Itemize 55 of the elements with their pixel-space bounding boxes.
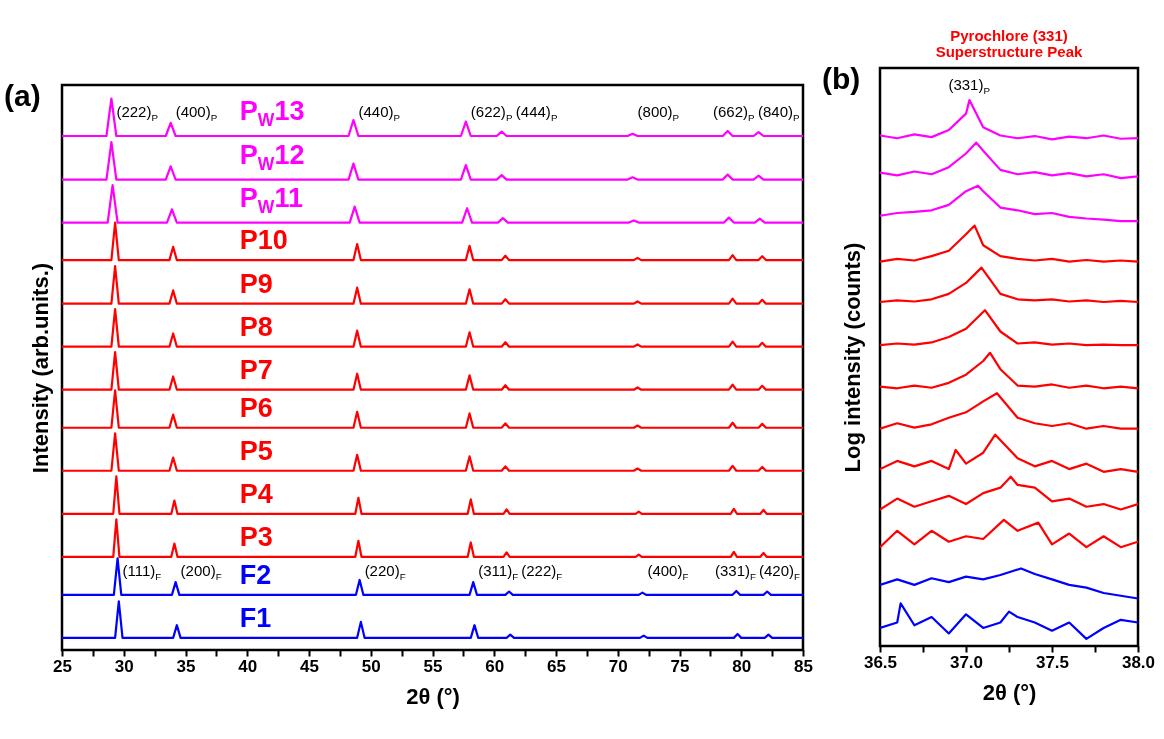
x-tick-label: 85 [794,656,813,676]
annotation: (400)$_{F}$ [647,561,689,583]
chart-subtitle: Superstructure Peak [935,43,1084,60]
annotation: (840)$_{P}$ [758,103,800,124]
series-label: P9 [239,268,273,299]
annotation: (400)$_{P}$ [175,103,218,124]
annotation: (440)$_{P}$ [358,103,400,124]
series-label: F2 [239,559,272,590]
x-tick-label: 70 [608,656,628,676]
x-tick-label: 45 [300,656,319,676]
annotation: (222)$_{P}$ [116,103,158,124]
series-label: P3 [239,521,273,552]
x-tick-label: 25 [53,656,72,676]
series-label: P6 [239,392,273,423]
x-tick-label: 37.0 [949,652,984,672]
annotation: (331)$_{P}$ [948,76,990,97]
text: (b) [822,62,861,95]
series-label: P$_{W}$13 [239,96,305,131]
annotation: (222)$_{F}$ [521,561,563,583]
series-label: P4 [239,478,273,509]
series-label: P10 [239,225,288,256]
text: (a) [4,79,41,112]
y-axis-title: Log intensity (counts) [839,242,865,473]
series-label: P5 [239,435,273,466]
x-tick-label: 35 [176,656,196,676]
x-tick-label: 40 [238,656,258,676]
annotation: (420)$_{F}$ [759,561,800,583]
annotation: (662)$_{P}$ [713,103,755,124]
annotation: (444)$_{P}$ [515,103,558,124]
x-tick-label: 36.5 [863,652,898,672]
x-axis-title: 2θ (°) [406,683,460,709]
x-tick-label: 37.5 [1035,652,1070,672]
series-label: F1 [239,602,272,633]
x-axis-title: 2θ (°) [982,679,1037,705]
x-tick-label: 65 [547,656,566,676]
y-axis-title: Intensity (arb.units.) [27,262,53,474]
annotation: (220)$_{F}$ [364,561,406,583]
x-tick-label: 80 [732,656,752,676]
x-tick-label: 38.0 [1121,652,1156,672]
annotation: (331)$_{F}$ [715,561,756,583]
annotation: (200)$_{F}$ [180,561,222,583]
x-tick-label: 30 [114,656,134,676]
annotation: (800)$_{P}$ [637,103,680,124]
x-tick-label: 55 [423,656,443,676]
annotation: (622)$_{P}$ [470,103,513,124]
series-label: P$_{W}$11 [239,182,303,217]
series-label: P7 [239,354,273,385]
series-label: P8 [239,311,273,342]
x-tick-label: 50 [361,656,381,676]
x-tick-label: 75 [670,656,690,676]
annotation: (311)$_{F}$ [478,561,519,583]
series-label: P$_{W}$12 [239,139,305,174]
chart-title: Pyrochlore (331) [950,27,1068,44]
x-tick-label: 60 [485,656,505,676]
annotation: (111)$_{F}$ [122,561,162,583]
